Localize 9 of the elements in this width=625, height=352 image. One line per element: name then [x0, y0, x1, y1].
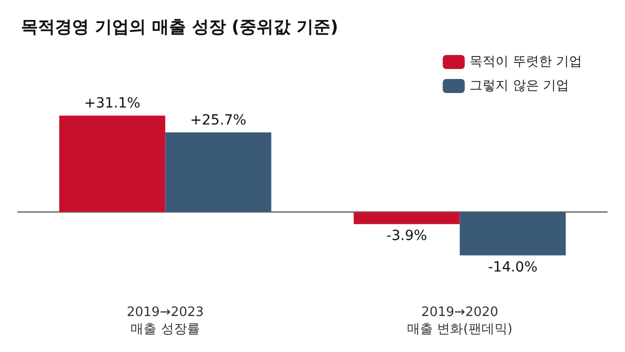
legend-label: 그렇지 않은 기업 [470, 78, 569, 94]
data-label: -14.0% [488, 259, 538, 276]
chart-title: 목적경영 기업의 매출 성장 (중위값 기준) [21, 18, 338, 38]
data-label: -3.9% [386, 228, 428, 244]
x-tick-label: 2019→2020 매출 변화(팬데믹) [407, 305, 512, 337]
x-tick-label: 2019→2023 매출 성장률 [126, 305, 204, 337]
data-label: +25.7% [190, 112, 246, 128]
data-label: +31.1% [84, 96, 140, 112]
legend-label: 목적이 뚜렷한 기업 [470, 54, 582, 70]
